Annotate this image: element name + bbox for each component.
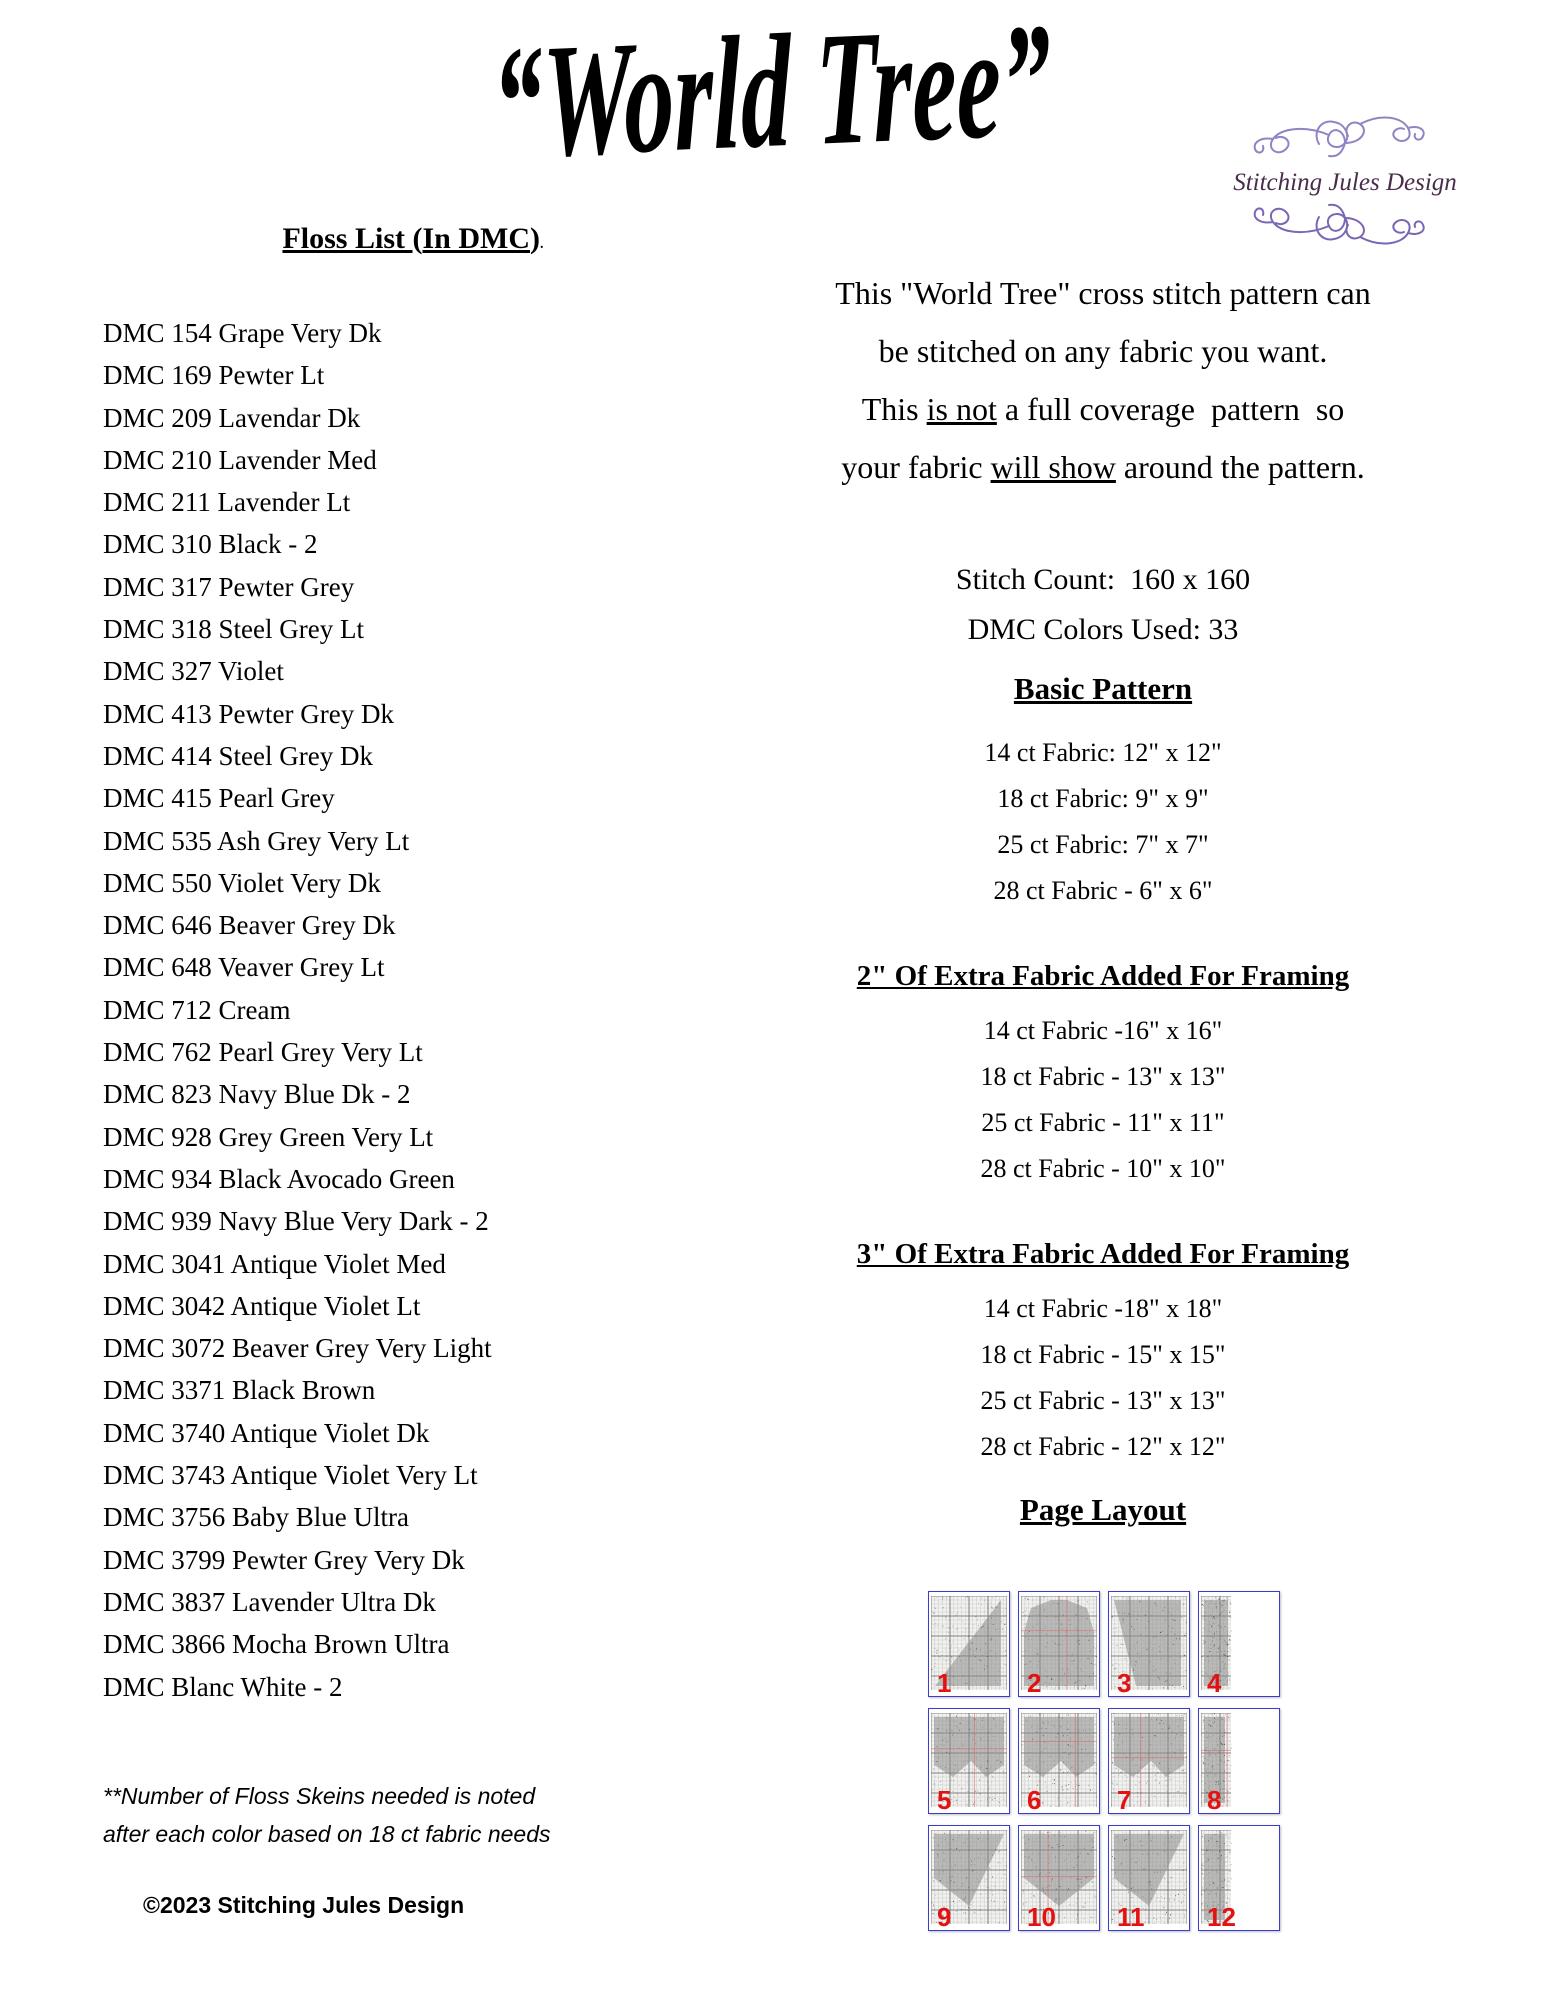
svg-text:“World Tree”: “World Tree” xyxy=(491,10,1052,194)
